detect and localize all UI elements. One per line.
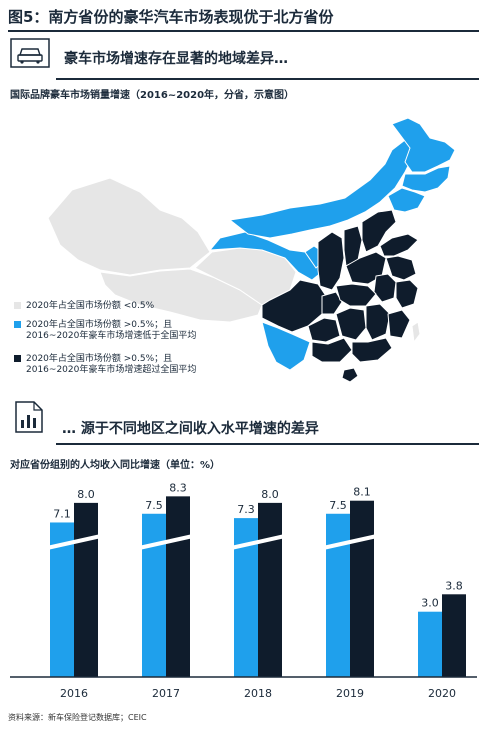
data-label-2016-series2: 8.0 [77,488,95,501]
map-region-jiangsu [385,255,417,281]
bar-2016-series2 [74,502,98,677]
x-tick-label-2016: 2016 [60,687,88,700]
map-region-xinjiang [47,177,211,276]
legend-swatch [14,302,21,309]
map-region-hubei [335,283,377,307]
data-label-2018-series1: 7.3 [237,503,255,516]
data-label-2017-series1: 7.5 [145,499,163,512]
axis-break-mark [46,534,102,550]
data-label-2018-series2: 8.0 [261,488,279,501]
map-region-hebei [361,209,397,253]
map-region-guangdong [351,337,393,363]
bar-2019-series2 [350,500,374,677]
axis-break-mark [322,534,378,550]
map-region-hainan [341,367,359,383]
map-region-guangxi [311,337,353,363]
map-region-heilongjiang [391,117,456,173]
section2-rule [56,443,479,445]
bar-2017-series1 [142,513,166,677]
data-label-2020-series1: 3.0 [421,597,439,610]
map-region-jilin [401,165,451,193]
chart-title: 对应省份组别的人均收入同比增速（单位：%） [10,460,221,471]
map-region-taiwan [411,321,421,343]
legend-item-low-share: 2020年占全国市场份额 <0.5% [14,301,284,313]
bar-2017-series2 [166,496,190,677]
source-note: 资料来源：新车保险登记数据库；CEIC [8,713,147,722]
bar-2018-series2 [258,502,282,677]
map-title: 国际品牌豪车市场销量增速（2016~2020年，分省，示意图） [10,90,295,101]
section1-title: 豪车市场增速存在显著的地域差异… [64,51,288,67]
bar-chart-icon [12,400,46,434]
bar-2020-series2 [442,594,466,677]
section2-title: … 源于不同地区之间收入水平增速的差异 [62,421,319,437]
map-region-shandong [379,233,419,257]
income-growth-chart: 7.1 8.0 2016 7.5 8.3 2017 7.3 8.0 2018 7.5 8.1 2019… [10,481,477,700]
map-region-tibet [99,268,263,323]
map-region-liaoning [387,187,426,213]
data-label-2019-series1: 7.5 [329,499,347,512]
data-label-2020-series2: 3.8 [445,579,463,592]
map-region-jiangxi [365,303,391,341]
map-region-zhejiang [395,279,419,309]
x-tick-label-2017: 2017 [152,687,180,700]
x-tick-label-2020: 2020 [428,687,456,700]
axis-break-mark [138,534,194,550]
map-region-shaanxi [317,231,345,291]
title-rule [8,30,479,32]
map-region-yunnan [261,321,311,371]
map-region-chongqing [321,291,343,315]
data-label-2019-series2: 8.1 [353,486,371,499]
figure-title: 图5：南方省份的豪华汽车市场表现优于北方省份 [8,8,334,26]
x-tick-label-2019: 2019 [336,687,364,700]
map-region-inner-mongolia [229,139,416,239]
section1-rule [56,78,479,80]
bar-2019-series1 [326,513,350,677]
data-label-2017-series2: 8.3 [169,481,187,494]
china-map [47,117,456,383]
map-region-fujian [387,309,411,339]
legend-item-below-average: 2020年占全国市场份额 >0.5%；且 2016~2020年豪车市场增速低于全… [14,320,284,344]
car-icon [10,38,50,68]
map-region-hunan [335,307,367,341]
map-region-guizhou [307,317,341,343]
data-label-2016-series1: 7.1 [53,507,71,520]
bar-2020-series1 [418,611,442,677]
x-tick-label-2018: 2018 [244,687,272,700]
legend-item-above-average: 2020年占全国市场份额 >0.5%；且 2016~2020年豪车市场增速超过全… [14,354,284,378]
axis-break-mark [230,534,286,550]
map-region-anhui [373,273,397,303]
